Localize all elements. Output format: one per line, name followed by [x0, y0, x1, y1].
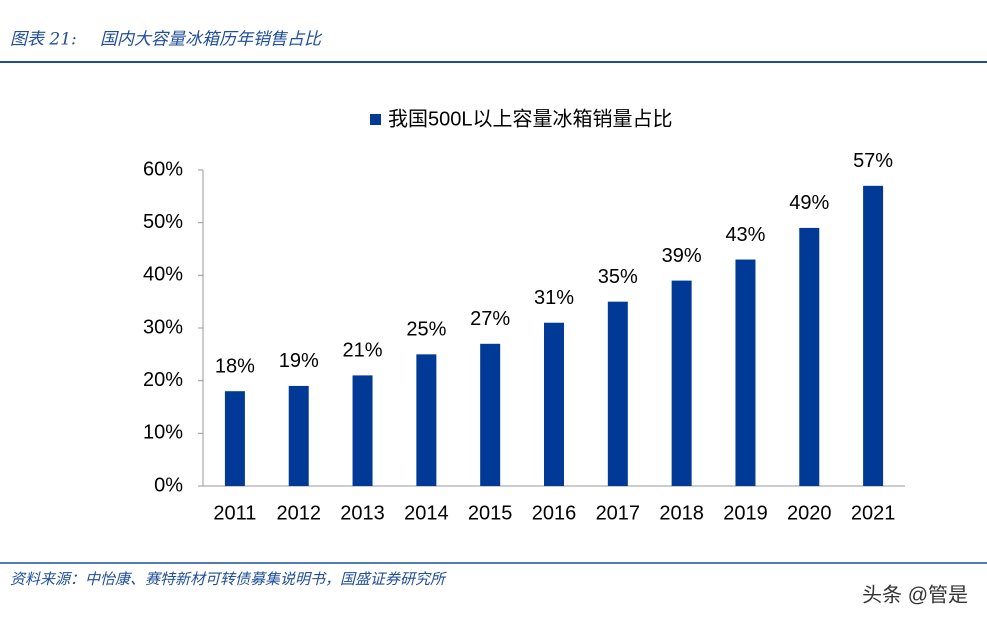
value-label: 49% — [789, 192, 829, 214]
x-tick-label: 2020 — [787, 502, 832, 524]
x-tick-label: 2017 — [596, 502, 641, 524]
bar — [544, 322, 564, 486]
x-tick-label: 2021 — [851, 502, 896, 524]
y-tick-label: 10% — [143, 422, 183, 444]
legend-label: 我国500L以上容量冰箱销量占比 — [388, 107, 673, 130]
y-tick-label: 0% — [154, 474, 183, 496]
value-label: 35% — [598, 266, 638, 288]
bar — [735, 259, 756, 486]
value-label: 39% — [662, 245, 702, 267]
value-label: 57% — [853, 150, 893, 172]
y-tick-label: 40% — [143, 264, 183, 286]
x-tick-label: 2014 — [404, 502, 449, 524]
x-tick-label: 2011 — [213, 502, 256, 524]
value-label: 21% — [343, 340, 383, 362]
x-tick-label: 2015 — [468, 502, 513, 524]
legend-swatch — [370, 114, 381, 125]
watermark: 头条 @管是 — [862, 583, 968, 606]
y-tick-label: 50% — [143, 211, 183, 233]
bar — [416, 354, 437, 486]
value-label: 27% — [470, 308, 510, 330]
bar — [607, 301, 628, 486]
x-tick-label: 2013 — [340, 502, 385, 524]
bar — [671, 280, 692, 486]
value-label: 18% — [215, 355, 255, 377]
y-tick-label: 30% — [143, 316, 183, 338]
bar — [799, 227, 820, 486]
bar — [480, 343, 501, 486]
figure-title: 国内大容量冰箱历年销售占比 — [100, 30, 323, 50]
y-tick-label: 20% — [143, 369, 183, 391]
value-label: 19% — [279, 350, 319, 372]
bar — [224, 391, 245, 486]
bar — [288, 385, 309, 486]
bar — [352, 375, 373, 486]
source: 资料来源：中怡康、赛特新材可转债募集说明书，国盛证券研究所 — [10, 570, 447, 588]
x-tick-label: 2019 — [723, 502, 768, 524]
value-label: 43% — [725, 224, 765, 246]
x-tick-label: 2012 — [276, 502, 321, 524]
figure-label: 图表 21: — [10, 30, 77, 50]
value-label: 31% — [534, 287, 574, 309]
x-tick-label: 2018 — [659, 502, 704, 524]
value-label: 25% — [406, 319, 446, 341]
y-tick-label: 60% — [143, 158, 183, 180]
x-tick-label: 2016 — [532, 502, 577, 524]
bar — [863, 185, 884, 487]
